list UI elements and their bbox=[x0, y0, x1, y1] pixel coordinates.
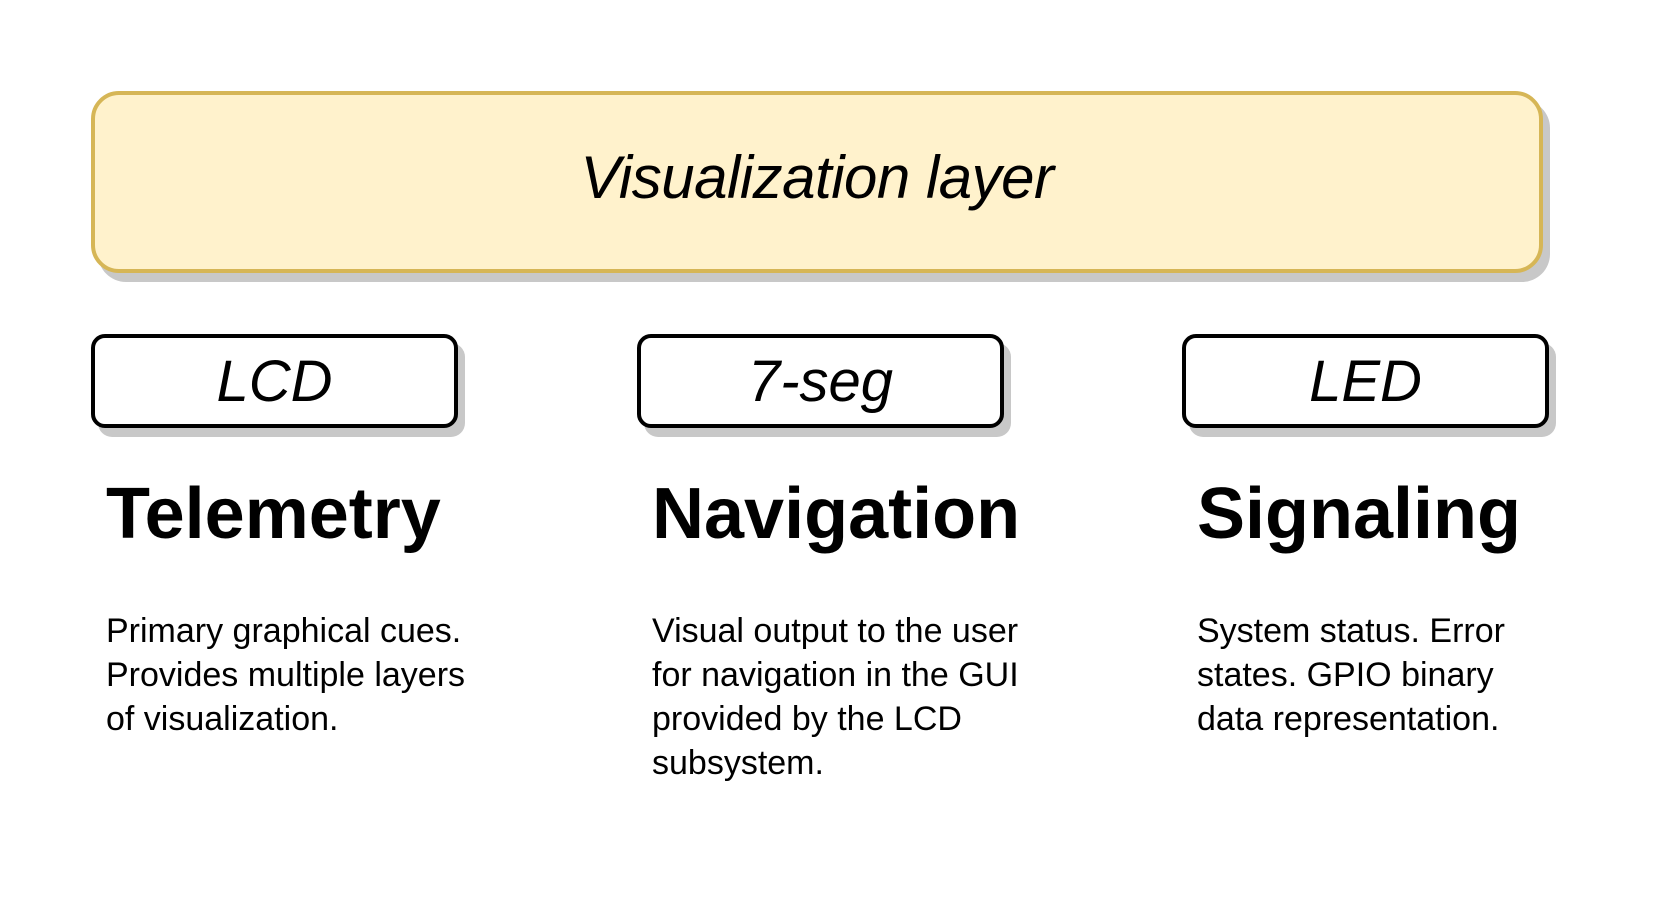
description-navigation: Visual output to the user for navigation… bbox=[652, 609, 1052, 785]
visualization-layer-box: Visualization layer bbox=[91, 91, 1543, 273]
layer-title: Visualization layer bbox=[580, 143, 1055, 211]
description-line: states. GPIO binary bbox=[1197, 656, 1494, 694]
description-line: for navigation in the GUI bbox=[652, 656, 1019, 694]
display-box-7seg: 7-seg bbox=[637, 334, 1004, 428]
display-box-lcd: LCD bbox=[91, 334, 458, 428]
display-label-7seg: 7-seg bbox=[747, 348, 894, 414]
heading-telemetry: Telemetry bbox=[106, 474, 441, 554]
description-line: Provides multiple layers bbox=[106, 656, 466, 694]
description-line: of visualization. bbox=[106, 700, 339, 738]
display-label-led: LED bbox=[1309, 348, 1422, 414]
display-label-lcd: LCD bbox=[216, 348, 333, 414]
display-box-led: LED bbox=[1182, 334, 1549, 428]
description-line: Visual output to the user bbox=[652, 612, 1019, 650]
description-line: Primary graphical cues. bbox=[106, 612, 462, 650]
description-line: subsystem. bbox=[652, 744, 824, 782]
description-line: provided by the LCD bbox=[652, 700, 962, 738]
description-line: System status. Error bbox=[1197, 612, 1505, 650]
heading-navigation: Navigation bbox=[652, 474, 1021, 554]
description-line: data representation. bbox=[1197, 700, 1500, 738]
heading-signaling: Signaling bbox=[1197, 474, 1521, 554]
description-signaling: System status. Error states. GPIO binary… bbox=[1197, 609, 1597, 741]
description-telemetry: Primary graphical cues. Provides multipl… bbox=[106, 609, 506, 741]
